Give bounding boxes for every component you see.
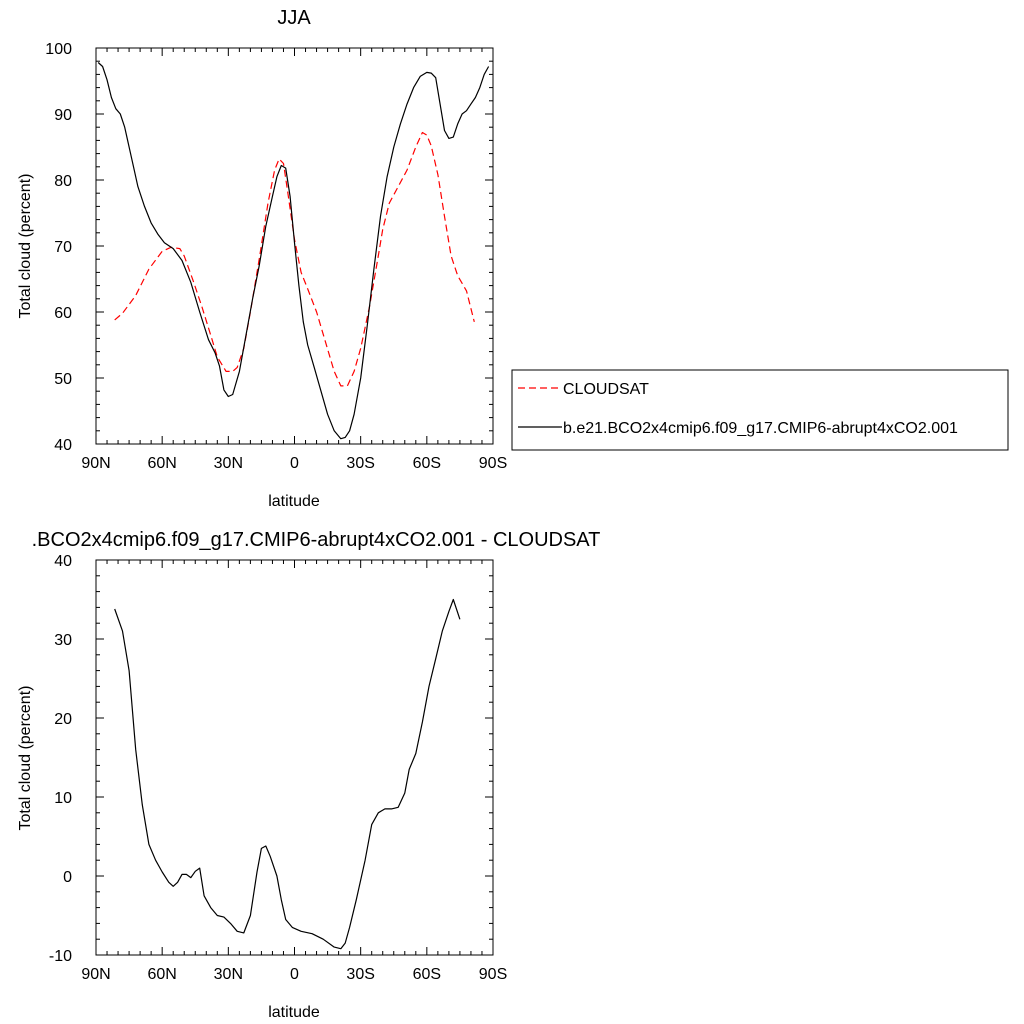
bottom-x-tick-label: 0 <box>290 966 299 983</box>
top-y-tick-label: 70 <box>54 239 72 256</box>
legend-box <box>511 369 1009 451</box>
top-chart-title: JJA <box>277 7 311 29</box>
top-y-tick-label: 80 <box>54 173 72 190</box>
top-y-tick-label: 40 <box>54 437 72 454</box>
top-x-tick-label: 30S <box>346 455 374 472</box>
bottom-y-tick-label: 30 <box>54 632 72 649</box>
top-x-tick-label: 60N <box>147 455 176 472</box>
top-y-tick-label: 100 <box>45 41 72 58</box>
top-x-tick-label: 60S <box>413 455 441 472</box>
bottom-chart-title: .BCO2x4cmip6.f09_g17.CMIP6-abrupt4xCO2.0… <box>32 529 601 551</box>
top-x-tick-label: 30N <box>214 455 243 472</box>
top-y-tick-label: 60 <box>54 305 72 322</box>
bottom-series-line-0 <box>114 598 461 950</box>
bottom-x-tick-label: 30S <box>346 966 374 983</box>
bottom-x-tick-label: 60N <box>147 966 176 983</box>
bottom-plot-frame <box>95 559 494 956</box>
legend-label-model: b.e21.BCO2x4cmip6.f09_g17.CMIP6-abrupt4x… <box>563 420 958 437</box>
bottom-x-tick-label: 60S <box>413 966 441 983</box>
top-y-tick-label: 90 <box>54 107 72 124</box>
top-y-tick-label: 50 <box>54 371 72 388</box>
bottom-y-tick-label: 20 <box>54 711 72 728</box>
legend-label-cloudsat: CLOUDSAT <box>563 381 649 398</box>
bottom-chart: .BCO2x4cmip6.f09_g17.CMIP6-abrupt4xCO2.0… <box>17 529 600 1021</box>
bottom-x-tick-label: 30N <box>214 966 243 983</box>
bottom-x-tick-label: 90N <box>81 966 110 983</box>
bottom-y-tick-label: 0 <box>63 869 72 886</box>
top-x-axis-label: latitude <box>268 493 320 510</box>
bottom-x-axis-label: latitude <box>268 1004 320 1021</box>
top-series-line-1 <box>97 62 490 440</box>
bottom-y-axis-label: Total cloud (percent) <box>17 686 34 831</box>
bottom-y-tick-label: 10 <box>54 790 72 807</box>
legend: CLOUDSAT b.e21.BCO2x4cmip6.f09_g17.CMIP6… <box>511 369 1009 451</box>
top-chart: JJA 90N 60N 30N 0 30S 60S 90S 40 50 60 70 80 90 100 l… <box>17 7 507 510</box>
bottom-x-tick-label: 90S <box>479 966 507 983</box>
top-x-tick-label: 90S <box>479 455 507 472</box>
bottom-y-tick-label: 40 <box>54 553 72 570</box>
top-y-axis-label: Total cloud (percent) <box>17 174 34 319</box>
top-series-line-0 <box>114 131 475 387</box>
top-x-tick-label: 0 <box>290 455 299 472</box>
bottom-y-tick-label: -10 <box>49 948 72 965</box>
top-x-tick-label: 90N <box>81 455 110 472</box>
